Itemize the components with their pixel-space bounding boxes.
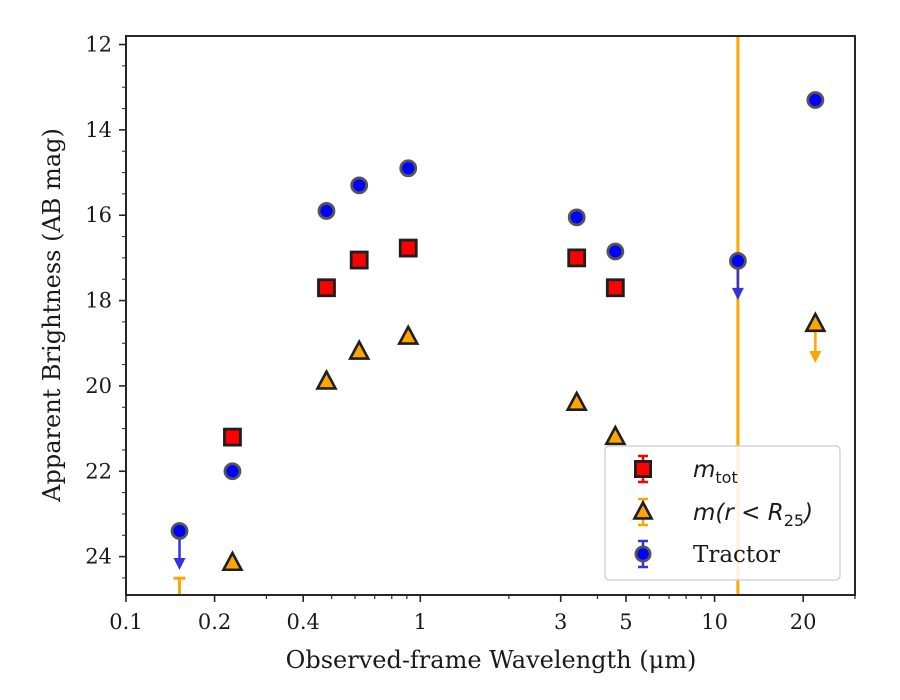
- axes-frame: [125, 35, 856, 596]
- y-tick-label-4: 20: [85, 374, 112, 398]
- series-0-point-2: [349, 250, 369, 270]
- x-tick-label-2: 0.4: [286, 610, 319, 634]
- plot-layer: [170, 36, 827, 595]
- plot-area: [170, 36, 827, 595]
- series-2-point-3: [350, 176, 369, 195]
- legend-2-label: Tractor: [693, 542, 780, 568]
- series-1-point-7-limit-head: [809, 351, 822, 364]
- series-1-point-7: [804, 311, 827, 333]
- series-2-point-5: [567, 208, 586, 227]
- x-tick-label-3: 1: [414, 610, 427, 634]
- legend-1-label-main: m(r < R: [693, 500, 784, 526]
- legend-0-label-main: m: [693, 457, 715, 483]
- y-tick-label-5: 22: [85, 459, 112, 483]
- legend-1-marker: [632, 499, 654, 520]
- legend-0-label-sub: tot: [715, 468, 737, 487]
- series-2-point-7: [728, 251, 747, 270]
- series-2-point-0-limit-head: [173, 557, 186, 570]
- x-axis-label: Observed-frame Wavelength (μm): [286, 646, 697, 674]
- series-1-point-5: [565, 390, 588, 412]
- series-2-point-0: [170, 522, 189, 540]
- legend-1-label-sub: 25: [784, 511, 804, 530]
- series-2-point-2: [317, 202, 336, 220]
- x-tick-label-5: 5: [619, 610, 632, 634]
- y-tick-label-3: 18: [85, 289, 112, 313]
- legend-0-marker: [634, 459, 653, 478]
- series-2-point-4: [399, 159, 418, 178]
- legend-frame: [604, 445, 841, 581]
- axes-layer: 0.1 0.2 0.4 1 3 5 10 20 12 14 16 18 20 22 24: [85, 33, 856, 634]
- legend-entries: mtot m(r < R25) Tractor: [632, 454, 813, 569]
- y-tick-label-2: 16: [85, 203, 112, 227]
- series-2-point-1: [223, 462, 242, 481]
- series-0-point-0: [223, 427, 242, 447]
- series-1-point-3: [348, 339, 371, 360]
- x-tick-label-7: 20: [790, 610, 817, 634]
- series-0-point-1: [317, 278, 336, 298]
- series-0-point-4: [567, 248, 587, 268]
- series-1-point-6: [604, 424, 627, 446]
- x-tick-label-4: 3: [554, 610, 567, 634]
- series-0-point-5: [605, 278, 625, 298]
- series-1-point-2: [315, 368, 338, 390]
- x-tick-label-1: 0.2: [198, 610, 231, 634]
- y-tick-label-0: 12: [85, 33, 112, 57]
- legend-2-marker: [634, 545, 652, 563]
- legend-2-label-main: Tractor: [693, 542, 780, 568]
- series-1-point-4: [397, 324, 420, 345]
- x-tick-label-6: 10: [701, 610, 728, 634]
- y-axis-label: Apparent Brightness (AB mag): [38, 128, 66, 503]
- y-tick-label-1: 14: [85, 118, 112, 142]
- series-2-point-6: [606, 242, 625, 261]
- series-2-point-8: [806, 91, 825, 109]
- legend: mtot m(r < R25) Tractor: [604, 445, 841, 581]
- legend-1-label: m(r < R25): [693, 500, 813, 530]
- legend-0-label: mtot: [693, 457, 738, 487]
- series-1-point-1: [221, 550, 244, 572]
- y-tick-label-6: 24: [85, 545, 112, 569]
- legend-1-label-tail: ): [802, 500, 813, 526]
- series-0-point-3: [398, 238, 418, 258]
- x-tick-label-0: 0.1: [109, 610, 142, 634]
- series-2-point-7-limit-head: [731, 287, 744, 300]
